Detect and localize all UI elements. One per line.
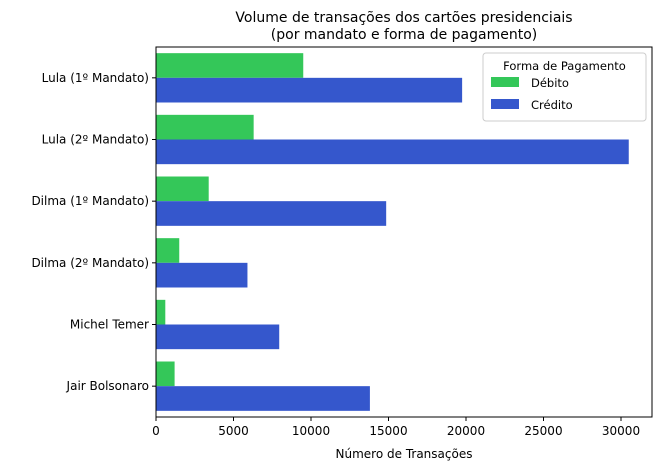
bar-credito-dilma-1-mandato — [156, 201, 387, 226]
bar-debito-dilma-2-mandato — [156, 238, 180, 263]
bar-debito-dilma-1-mandato — [156, 176, 209, 202]
bar-debito-jair-bolsonaro — [156, 361, 175, 387]
ticks-layer: Lula (1º Mandato) Lula (2º Mandato) Dilma … — [31, 71, 640, 438]
y-tick-label: Dilma (1º Mandato) — [31, 194, 149, 208]
chart-title-line-1: Volume de transações dos cartões preside… — [235, 10, 572, 26]
x-tick-label: 5000 — [218, 424, 249, 438]
plot-frame — [155, 46, 653, 418]
y-tick-label: Jair Bolsonaro — [66, 379, 149, 393]
legend-label-debito: Débito — [531, 76, 569, 90]
y-tick-label: Lula (1º Mandato) — [42, 71, 149, 85]
legend-swatch-debito — [491, 77, 519, 87]
bar-credito-dilma-2-mandato — [156, 262, 248, 288]
x-tick-label: 25000 — [524, 424, 562, 438]
x-tick-label: 30000 — [602, 424, 640, 438]
x-tick-label: 10000 — [292, 424, 330, 438]
legend-swatch-credito — [491, 99, 519, 109]
bar-credito-lula-2-mandato — [156, 139, 629, 165]
x-axis-label: Número de Transações — [336, 447, 473, 461]
y-tick-label: Lula (2º Mandato) — [42, 133, 149, 147]
bar-credito-michel-temer — [156, 324, 280, 350]
y-tick-label: Michel Temer — [70, 318, 149, 332]
legend-title: Forma de Pagamento — [503, 59, 626, 73]
chart-title: Volume de transações dos cartões preside… — [235, 10, 572, 43]
bar-debito-michel-temer — [156, 299, 166, 325]
bar-credito-jair-bolsonaro — [156, 386, 370, 411]
bar-credito-lula-1-mandato — [156, 77, 463, 103]
x-tick-label: 20000 — [447, 424, 485, 438]
x-tick-label: 0 — [152, 424, 160, 438]
legend-label-credito: Crédito — [531, 98, 573, 112]
y-tick-label: Dilma (2º Mandato) — [31, 256, 149, 270]
x-tick-label: 15000 — [369, 424, 407, 438]
bar-debito-lula-1-mandato — [156, 53, 304, 78]
bar-debito-lula-2-mandato — [156, 114, 254, 140]
legend-box — [482, 52, 647, 122]
chart-title-line-2: (por mandato e forma de pagamento) — [271, 27, 537, 43]
bars-layer — [156, 53, 629, 411]
legend: Forma de Pagamento Débito Crédito — [482, 52, 647, 122]
